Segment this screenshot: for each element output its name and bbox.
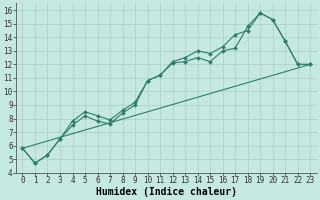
X-axis label: Humidex (Indice chaleur): Humidex (Indice chaleur)	[96, 186, 237, 197]
